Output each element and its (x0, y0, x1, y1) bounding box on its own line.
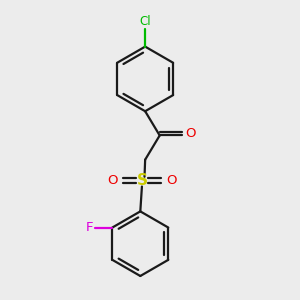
Text: O: O (107, 174, 118, 187)
Text: F: F (85, 221, 93, 234)
Text: S: S (136, 173, 147, 188)
Text: O: O (185, 127, 196, 140)
Text: Cl: Cl (139, 15, 151, 28)
Text: O: O (166, 174, 177, 187)
